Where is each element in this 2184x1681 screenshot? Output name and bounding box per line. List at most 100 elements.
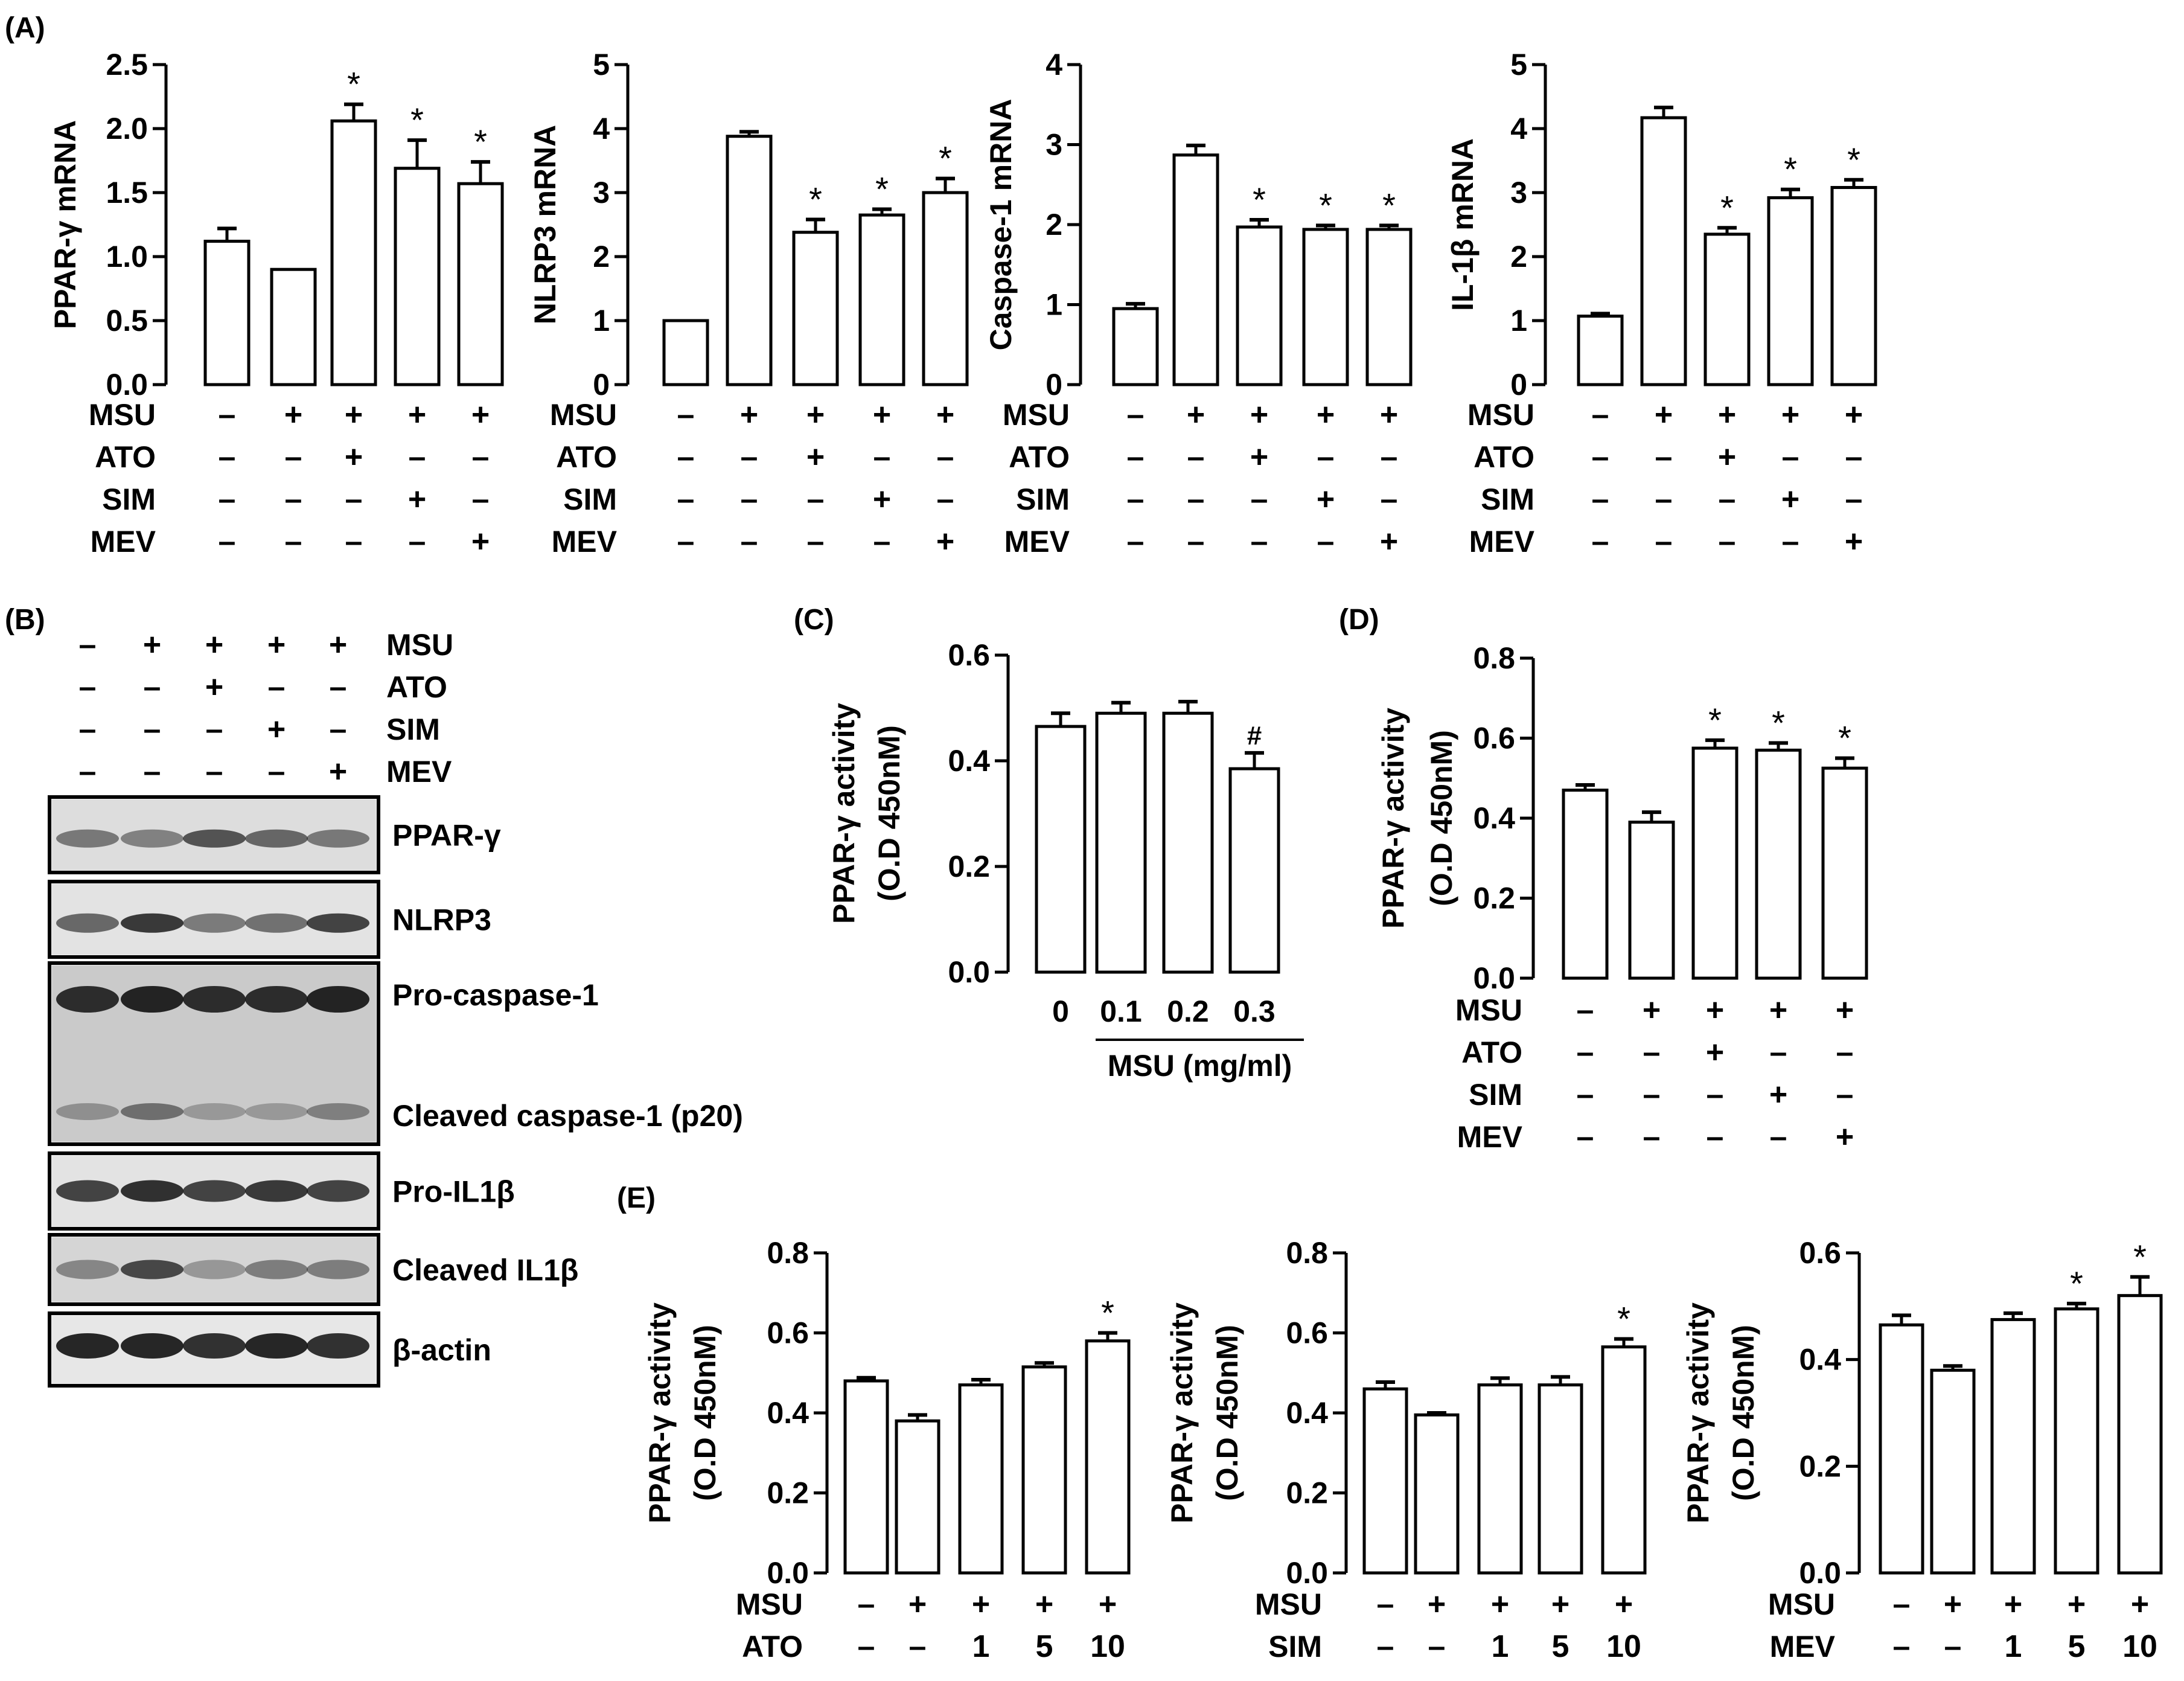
bar [1365, 228, 1413, 386]
blot-frame [48, 795, 380, 874]
bar [203, 240, 251, 386]
blot-label: Pro-caspase-1 [392, 978, 599, 1012]
condition-symbol: – [937, 482, 954, 517]
y-tick-label: 0.6 [767, 1316, 809, 1350]
y-tick-label: 0.0 [106, 368, 148, 402]
chart-a3: 0 1 2 3 4 Caspase-1 mRNA * * * MSU – + + + + ATO – – + – – SI… [984, 48, 1413, 559]
y-tick-label: 0.4 [1799, 1343, 1841, 1377]
y-axis-label-2: (O.D 450nM) [1210, 1325, 1244, 1501]
condition-symbol: + [471, 524, 490, 559]
y-axis-label: PPAR-γ activity [643, 1302, 677, 1523]
significance-marker: * [1382, 186, 1396, 224]
y-axis-label-2: (O.D 450nM) [688, 1325, 722, 1501]
wb-condition-label-sim: SIM [386, 712, 440, 746]
y-axis-label: PPAR-γ mRNA [48, 120, 82, 329]
bar [662, 319, 709, 386]
condition-symbol: – [909, 1629, 927, 1664]
y-tick-label: 2.0 [106, 112, 148, 146]
bar [843, 1379, 889, 1575]
chart-e3: 0.0 0.2 0.4 0.6 PPAR-γ activity (O.D 450nM) * *… [1681, 1236, 2163, 1664]
blot-band [183, 1180, 246, 1202]
bar [1990, 1318, 2036, 1575]
condition-symbol: – [1655, 440, 1673, 475]
blot-panel-4: Pro-IL1β [48, 1151, 515, 1231]
y-tick-label: 0.8 [767, 1236, 809, 1270]
condition-symbol: – [1592, 397, 1609, 432]
significance-marker: * [1838, 719, 1851, 757]
blot-band [183, 1333, 246, 1359]
condition-symbol: + [1615, 1587, 1633, 1622]
x-tick-label: 0.1 [1100, 994, 1142, 1028]
condition-symbol: + [1836, 993, 1854, 1028]
condition-symbol: + [936, 397, 954, 432]
condition-symbol: + [873, 482, 891, 517]
bar [1112, 307, 1159, 386]
condition-label-msu: MSU [1455, 993, 1522, 1027]
blot-band [121, 1180, 184, 1202]
condition-label-ato: ATO [742, 1630, 803, 1663]
bar [1021, 1365, 1067, 1575]
condition-symbol: – [1127, 524, 1145, 559]
condition-symbol: – [1127, 397, 1145, 432]
panel-label-d: (D) [1339, 604, 1379, 636]
y-tick-label: 4 [593, 112, 610, 146]
blot-band [56, 1260, 119, 1279]
condition-label-mev: MEV [91, 525, 156, 559]
blot-band [245, 1333, 308, 1359]
bar [457, 182, 504, 386]
bar [1035, 725, 1087, 974]
significance-marker: * [1617, 1299, 1630, 1337]
condition-symbol: + [1718, 440, 1736, 475]
significance-marker: * [1253, 181, 1266, 219]
condition-label-ato: ATO [95, 440, 156, 474]
condition-symbol: + [408, 482, 426, 517]
condition-symbol: – [219, 397, 236, 432]
bar [1562, 789, 1609, 980]
significance-marker: * [2133, 1238, 2147, 1276]
condition-symbol: – [1770, 1119, 1787, 1154]
y-tick-label: 0.0 [767, 1556, 809, 1590]
chart-e2: 0.0 0.2 0.4 0.6 0.8 PPAR-γ activity (O.D 450nM… [1165, 1236, 1647, 1664]
condition-symbol: + [345, 397, 363, 432]
blot-panel-6: β-actin [48, 1311, 491, 1388]
condition-symbol: 1 [2005, 1629, 2022, 1664]
bar [1879, 1323, 1924, 1575]
condition-symbol: 5 [1552, 1629, 1569, 1664]
bar [1577, 315, 1624, 386]
bar [330, 119, 377, 386]
x-tick-label: 0.3 [1233, 994, 1276, 1028]
condition-symbol: – [741, 440, 758, 475]
wb-condition-symbol: – [330, 712, 347, 747]
condition-symbol: – [219, 524, 236, 559]
wb-condition-symbol: – [144, 670, 161, 705]
condition-symbol: – [1592, 524, 1609, 559]
condition-symbol: – [1381, 440, 1398, 475]
blot-band [307, 1180, 369, 1202]
condition-label-msu: MSU [736, 1587, 803, 1621]
bar [1162, 711, 1214, 974]
condition-symbol: – [219, 482, 236, 517]
blot-band [245, 1260, 308, 1279]
bar [270, 267, 317, 386]
condition-symbol: + [1781, 482, 1799, 517]
bar [1628, 821, 1675, 980]
condition-symbol: – [1187, 524, 1205, 559]
bar [2117, 1294, 2163, 1575]
condition-symbol: – [1577, 1035, 1594, 1070]
condition-symbol: – [1845, 440, 1863, 475]
condition-symbol: – [677, 397, 695, 432]
bar [1755, 748, 1802, 980]
condition-symbol: – [741, 524, 758, 559]
condition-symbol: 5 [2068, 1629, 2086, 1664]
condition-symbol: – [1893, 1629, 1911, 1664]
significance-marker: * [1101, 1294, 1114, 1332]
y-tick-label: 5 [1510, 48, 1527, 82]
y-axis-label: PPAR-γ activity [1165, 1302, 1199, 1523]
condition-label-mev: MEV [1457, 1120, 1523, 1154]
blot-band [245, 1180, 308, 1202]
condition-label-msu: MSU [89, 398, 156, 432]
condition-label-msu: MSU [550, 398, 617, 432]
bar [958, 1383, 1004, 1575]
bar [1691, 746, 1739, 980]
condition-label-msu: MSU [1003, 398, 1070, 432]
